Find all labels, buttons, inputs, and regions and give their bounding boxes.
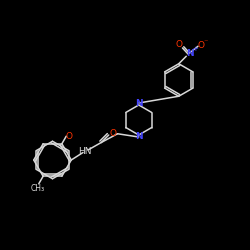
Text: HN: HN — [78, 147, 92, 156]
Text: ⁻: ⁻ — [204, 37, 208, 46]
Text: N: N — [186, 48, 193, 58]
Text: N: N — [135, 99, 142, 108]
Text: N: N — [135, 132, 142, 141]
Text: O: O — [109, 129, 116, 138]
Text: +: + — [192, 46, 198, 52]
Text: O: O — [66, 132, 73, 141]
Text: CH₃: CH₃ — [30, 184, 44, 193]
Text: O: O — [176, 40, 183, 49]
Text: O: O — [198, 40, 204, 50]
